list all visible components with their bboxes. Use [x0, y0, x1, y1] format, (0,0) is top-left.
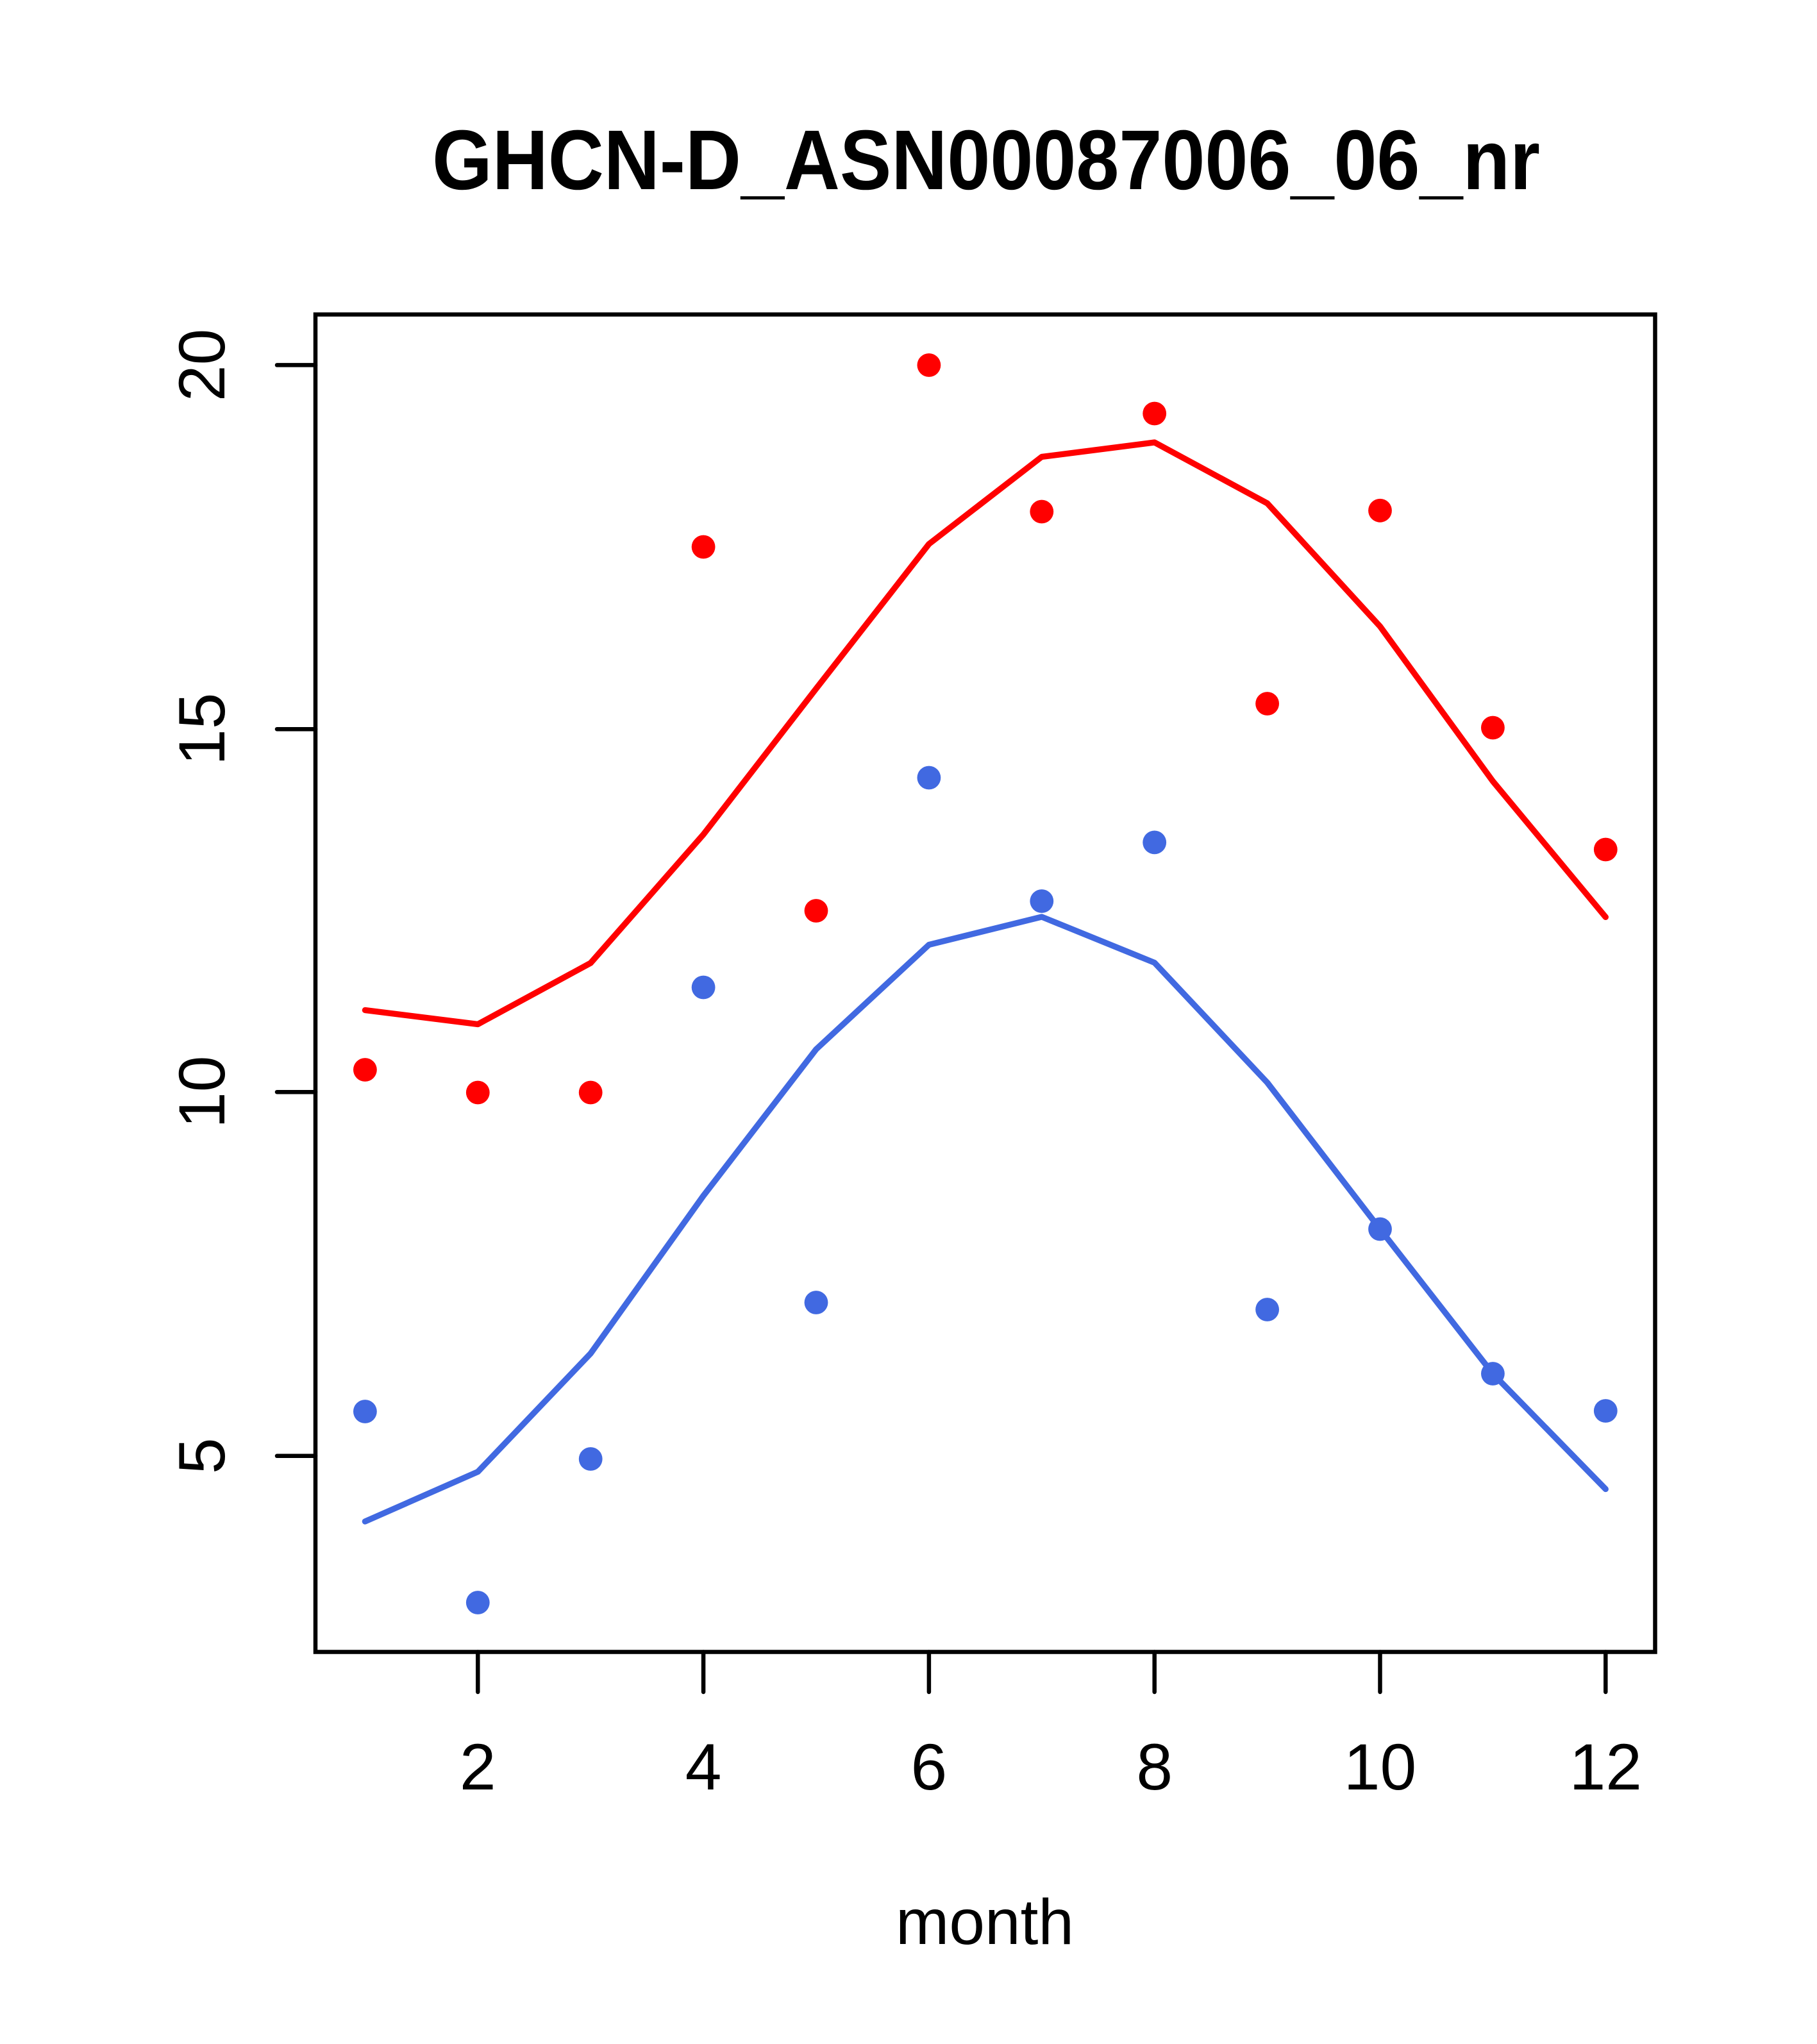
svg-text:month: month: [896, 1886, 1074, 1958]
svg-text:12: 12: [1570, 1730, 1642, 1804]
svg-text:15: 15: [165, 692, 239, 765]
svg-text:4: 4: [685, 1730, 722, 1804]
svg-text:6: 6: [911, 1730, 948, 1804]
svg-text:8: 8: [1136, 1730, 1173, 1804]
svg-text:2: 2: [460, 1730, 496, 1804]
svg-text:GHCN-D_ASN00087006_06_nr: GHCN-D_ASN00087006_06_nr: [432, 112, 1540, 207]
svg-text:10: 10: [165, 1055, 239, 1128]
svg-text:5: 5: [165, 1437, 239, 1474]
svg-text:20: 20: [165, 329, 239, 401]
svg-text:10: 10: [1344, 1730, 1416, 1804]
